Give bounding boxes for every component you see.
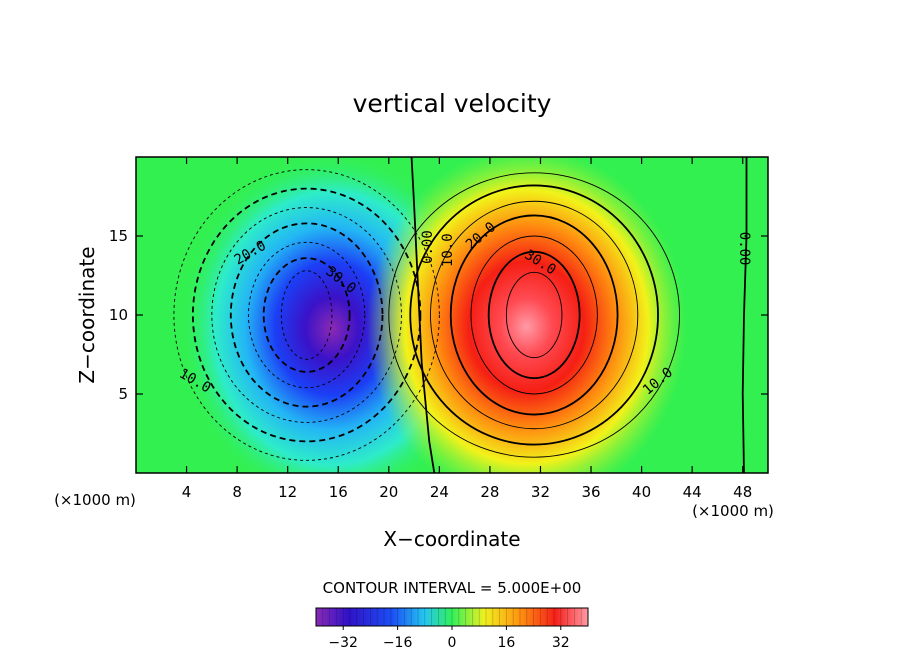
downdraft-contour xyxy=(229,222,384,408)
x-tick-label: 4 xyxy=(182,483,192,501)
x-tick-label: 40 xyxy=(632,483,651,501)
y-tick-label: 5 xyxy=(118,385,128,403)
downdraft-contour xyxy=(173,169,440,461)
zero-contour-right xyxy=(741,157,748,473)
y-tick-label: 15 xyxy=(109,227,128,245)
downdraft-contour xyxy=(262,257,351,373)
zero-contour-center xyxy=(410,157,436,473)
x-tick-label: 24 xyxy=(430,483,449,501)
x-axis: 4 8 12 16 20 24 28 32 36 40 44 48 xyxy=(182,157,752,501)
updraft-contour xyxy=(487,250,581,380)
y-axis-label: Z−coordinate xyxy=(75,246,99,383)
x-tick-label: 44 xyxy=(683,483,702,501)
updraft-contour xyxy=(505,271,563,359)
x-unit-left: (×1000 m) xyxy=(54,491,136,509)
updraft-contour xyxy=(430,200,639,430)
updraft-contour xyxy=(449,214,619,416)
y-axis: 5 10 15 xyxy=(109,227,768,403)
x-tick-label: 32 xyxy=(531,483,550,501)
contour-label: 0.00 xyxy=(736,232,752,266)
downdraft-contour xyxy=(211,207,402,423)
x-tick-label: 8 xyxy=(232,483,242,501)
colorbar-tick-label: 0 xyxy=(448,635,457,651)
x-tick-label: 16 xyxy=(329,483,348,501)
x-unit-right: (×1000 m) xyxy=(692,502,774,520)
downdraft-contour xyxy=(191,187,422,443)
x-tick-label: 20 xyxy=(379,483,398,501)
chart-title: vertical velocity xyxy=(353,89,552,118)
x-tick-label: 12 xyxy=(278,483,297,501)
colorbar-tick-label: −16 xyxy=(383,635,413,651)
downdraft-contour xyxy=(248,241,366,389)
downdraft-contour xyxy=(280,270,333,360)
x-tick-label: 48 xyxy=(733,483,752,501)
x-axis-label: X−coordinate xyxy=(383,527,520,551)
contour-label: 10.0 xyxy=(440,233,456,267)
colorbar-tick-label: −32 xyxy=(328,635,358,651)
updraft-fill xyxy=(366,157,687,473)
updraft-contour xyxy=(388,172,680,458)
colorbar-tick-label: 16 xyxy=(497,635,515,651)
colorbar-ticks: −32 −16 0 16 32 xyxy=(328,626,570,651)
colorbar-tick-label: 32 xyxy=(552,635,570,651)
x-tick-label: 36 xyxy=(581,483,600,501)
y-tick-label: 10 xyxy=(109,306,128,324)
contour-interval-label: CONTOUR INTERVAL = 5.000E+00 xyxy=(323,579,582,597)
colorbar-bands xyxy=(322,608,582,626)
updraft-contour xyxy=(409,184,659,446)
x-tick-label: 28 xyxy=(480,483,499,501)
contour-label: 0.00 xyxy=(420,230,436,264)
updraft-contour xyxy=(470,235,598,395)
contour-lines xyxy=(173,157,748,473)
plot-area xyxy=(136,157,768,473)
